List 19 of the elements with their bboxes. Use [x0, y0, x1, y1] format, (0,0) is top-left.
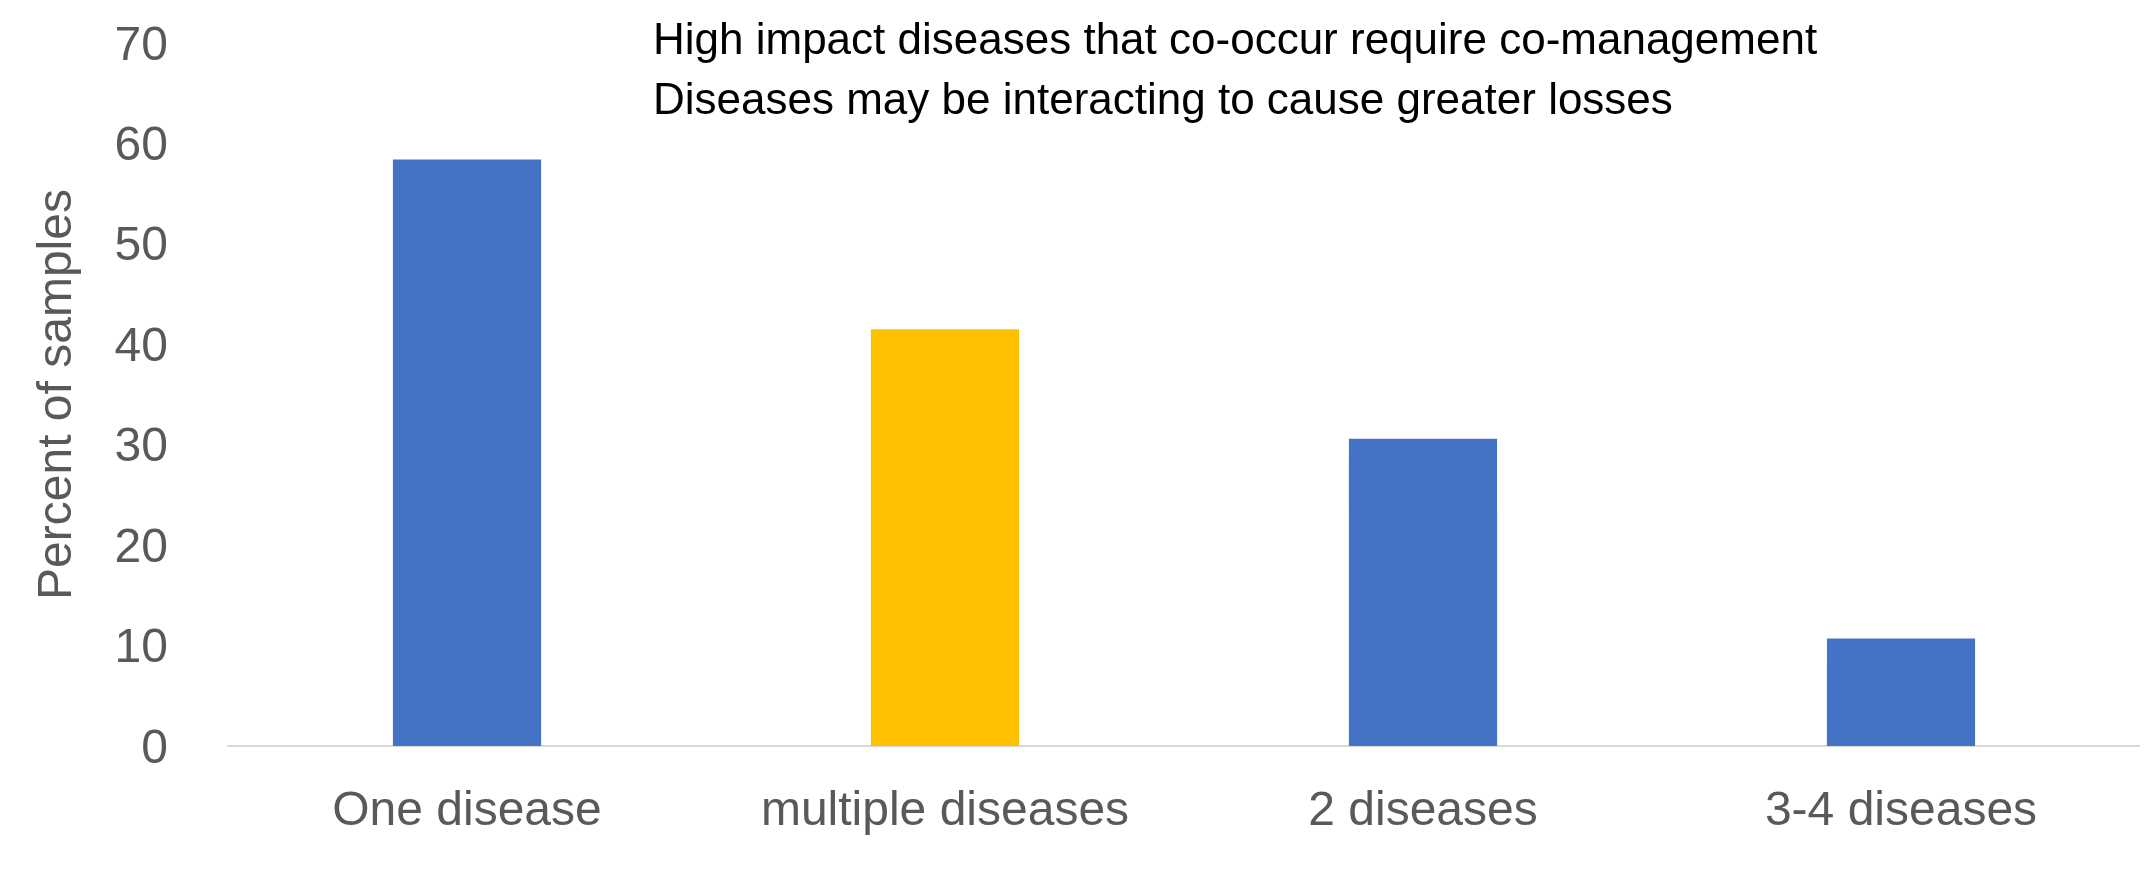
annotation: High impact diseases that co-occur require co-management	[653, 13, 1818, 63]
y-axis-title: Percent of samples	[27, 189, 81, 600]
x-tick-label: One disease	[332, 781, 602, 835]
bar	[1826, 638, 1976, 746]
y-tick-label: 20	[114, 518, 168, 572]
annotation: Diseases may be interacting to cause greater losses	[653, 73, 1673, 123]
x-tick-label: 3-4 diseases	[1764, 781, 2038, 835]
bar	[870, 329, 1020, 746]
y-tick-label: 0	[141, 719, 168, 773]
bar	[392, 159, 542, 746]
y-tick-label: 70	[114, 16, 168, 70]
bar	[1348, 438, 1498, 746]
y-tick-label: 10	[114, 619, 168, 673]
y-tick-label: 40	[114, 317, 168, 371]
y-tick-label: 50	[114, 217, 168, 271]
y-tick-label: 60	[114, 116, 168, 170]
x-tick-label: 2 diseases	[1308, 781, 1538, 835]
x-tick-label: multiple diseases	[760, 781, 1130, 835]
y-tick-label: 30	[114, 418, 168, 472]
